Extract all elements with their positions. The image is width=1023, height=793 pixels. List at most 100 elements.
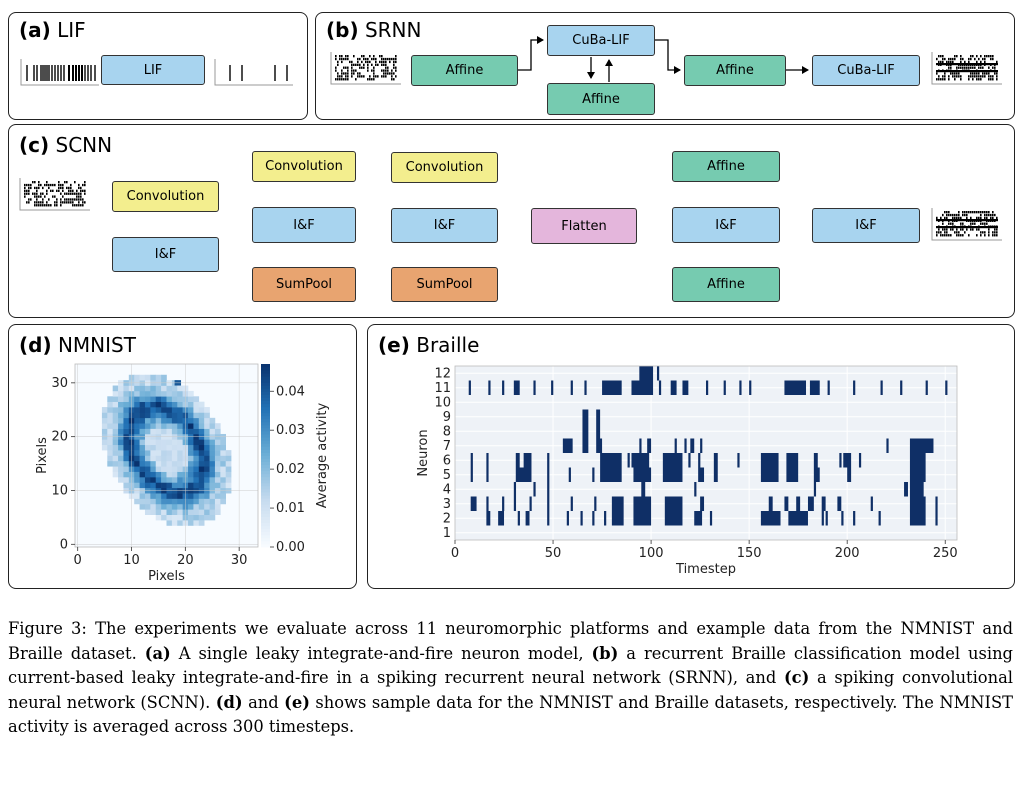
- raster-spike: [968, 66, 970, 69]
- heat-cell: [139, 466, 146, 472]
- raster-spike: [952, 228, 954, 231]
- raster-spike: [363, 63, 365, 66]
- spike-mark: [784, 380, 807, 395]
- raster-spike: [962, 213, 964, 217]
- heat-cell: [144, 493, 151, 499]
- heat-cell: [188, 390, 194, 397]
- raster-spike: [960, 216, 962, 220]
- heat-cell: [139, 477, 146, 483]
- y-tick-label: 3: [443, 497, 451, 512]
- raster-spike: [984, 211, 986, 214]
- raster-spike: [337, 78, 339, 81]
- spike-mark: [694, 482, 697, 497]
- raster-spike: [48, 186, 50, 190]
- raster-spike: [58, 189, 60, 192]
- raster-spike: [968, 57, 970, 61]
- raster-spike: [974, 75, 976, 78]
- heat-cell: [155, 455, 162, 462]
- heat-cell: [220, 450, 227, 456]
- raster-spike: [381, 63, 383, 66]
- raster-spike: [48, 183, 50, 187]
- raster-spike: [357, 75, 359, 78]
- heat-cell: [198, 444, 205, 451]
- heat-cell: [144, 498, 151, 505]
- raster-spike: [976, 216, 978, 220]
- heat-cell: [193, 423, 200, 429]
- raster-spike: [942, 78, 944, 81]
- x-tick-label: 100: [639, 546, 664, 561]
- panel-d-title: (d) NMNIST: [19, 333, 136, 357]
- heat-cell: [139, 423, 146, 429]
- x-tick-label: 10: [123, 553, 140, 568]
- heat-cell: [166, 498, 173, 505]
- heat-cell: [177, 444, 183, 451]
- heat-cell: [123, 423, 130, 429]
- raster-spike: [970, 222, 972, 225]
- spike-mark: [935, 496, 938, 511]
- heat-cell: [155, 503, 162, 510]
- heat-cell: [198, 498, 205, 505]
- raster-spike: [966, 213, 968, 217]
- spike-mark: [470, 467, 473, 482]
- raster-spike: [64, 201, 66, 204]
- heat-cell: [193, 412, 200, 419]
- heat-cell: [209, 477, 216, 483]
- heat-cell: [204, 455, 210, 462]
- heat-cell: [171, 390, 178, 397]
- colorbar-cell: [261, 421, 270, 426]
- spike-mark: [658, 380, 662, 395]
- heat-cell: [150, 450, 157, 456]
- heat-cell: [188, 407, 194, 413]
- raster-spike: [363, 75, 365, 78]
- heat-cell: [220, 444, 227, 451]
- raster-spike: [936, 231, 938, 234]
- raster-spike: [990, 213, 992, 217]
- raster-spike: [389, 72, 391, 75]
- raster-spike: [992, 213, 994, 217]
- heat-cell: [171, 520, 178, 526]
- heat-cell: [220, 477, 227, 483]
- heat-cell: [134, 460, 140, 467]
- heat-cell: [123, 428, 130, 435]
- colorbar-cell: [261, 531, 270, 536]
- raster-spike: [62, 186, 64, 190]
- heat-cell: [144, 509, 151, 516]
- srnn-cuba-lif-2: CuBa-LIF: [812, 55, 920, 86]
- heat-cell: [150, 498, 157, 505]
- raster-spike: [371, 63, 373, 66]
- raster-spike: [24, 183, 26, 187]
- heat-cell: [209, 466, 216, 472]
- raster-spike: [46, 181, 48, 184]
- raster-spike: [942, 60, 944, 64]
- x-tick-label: 20: [177, 553, 194, 568]
- raster-spike: [383, 57, 385, 61]
- raster-spike: [988, 234, 990, 237]
- panel-a-input-spikes: [20, 59, 99, 86]
- heat-cell: [161, 493, 167, 499]
- raster-spike: [50, 204, 52, 207]
- heat-cell: [220, 439, 227, 446]
- raster-spike: [950, 66, 952, 69]
- heat-cell: [134, 374, 140, 381]
- raster-spike: [972, 222, 974, 225]
- raster-spike: [46, 183, 48, 187]
- raster-spike: [956, 55, 958, 58]
- heat-cell: [204, 477, 210, 483]
- spike-mark: [525, 511, 530, 526]
- panel-b-output-raster: [931, 52, 1002, 85]
- heat-cell: [214, 482, 221, 489]
- heat-cell: [101, 417, 108, 424]
- heat-cell: [161, 503, 167, 510]
- raster-spike: [936, 216, 938, 220]
- heat-cell: [161, 407, 167, 413]
- colorbar-cell: [261, 434, 270, 438]
- raster-spike: [383, 75, 385, 78]
- heat-cell: [177, 471, 183, 478]
- heat-cell: [220, 498, 227, 505]
- spike-mark: [633, 496, 652, 511]
- raster-spike: [381, 57, 383, 61]
- spike-mark: [523, 453, 532, 468]
- raster-spike: [976, 234, 978, 237]
- spike-mark: [900, 380, 903, 395]
- colorbar-cell: [261, 382, 270, 386]
